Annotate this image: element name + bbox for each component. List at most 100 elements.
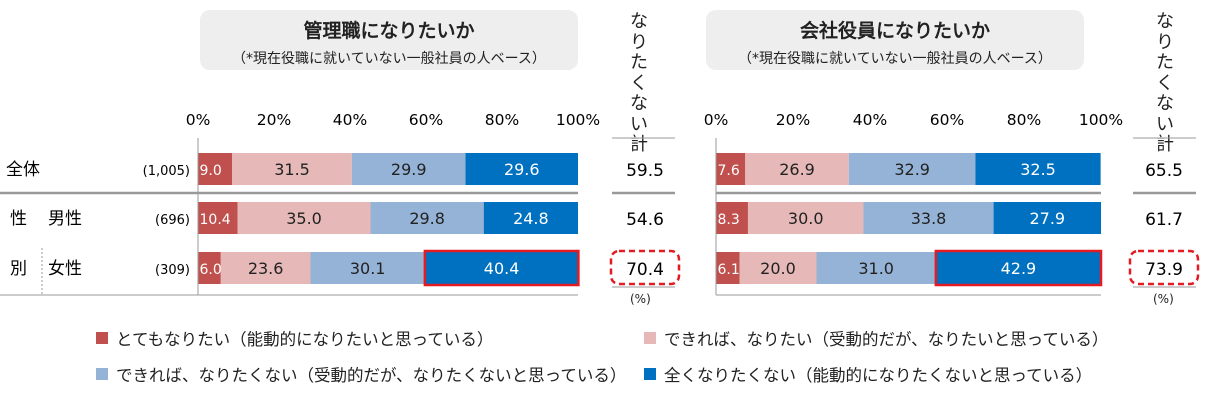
legend-label: 全くなりたくない（能動的になりたくないと思っている） [664, 366, 1093, 385]
panel-2-subtitle: （*現在役職に就いていない一般社員の人ベース） [738, 51, 1052, 67]
axis-tick-label: 20% [776, 111, 810, 129]
bar-segment [747, 202, 864, 234]
panel-2-title-box: 会社役員になりたいか （*現在役職に就いていない一般社員の人ベース） [706, 10, 1084, 70]
bar-segment [935, 252, 1101, 284]
total-value: 54.6 [626, 210, 664, 230]
panel-1-side-header: なりたくない計 [630, 11, 648, 155]
bar-segment [745, 153, 849, 185]
total-value: 65.5 [1145, 161, 1183, 181]
legend-swatch [644, 332, 656, 344]
group-label-sex: 性 [10, 209, 27, 229]
bar-segment [220, 252, 311, 284]
data-label: 9.0 [200, 163, 222, 179]
data-label: 29.6 [504, 160, 540, 179]
data-label: 7.6 [718, 163, 740, 179]
bar-segment [198, 252, 221, 284]
panel-1-title: 管理職になりたいか [303, 20, 475, 42]
data-label: 32.5 [1020, 160, 1056, 179]
bar-segment [232, 153, 352, 185]
total-value: 59.5 [626, 161, 664, 181]
data-label: 32.9 [894, 160, 930, 179]
bar-segment [310, 252, 425, 284]
legend-label: できれば、なりたい（受動的だが、なりたいと思っている） [664, 330, 1109, 349]
axis-tick-label: 40% [853, 111, 887, 129]
axis-tick-label: 80% [485, 111, 519, 129]
bar-segment [237, 202, 371, 234]
bar-segment [716, 202, 748, 234]
bar-segment [716, 153, 746, 185]
bar-segment [351, 153, 466, 185]
axis-tick-label: 20% [257, 111, 291, 129]
data-label: 27.9 [1029, 209, 1065, 228]
panel-2-title: 会社役員になりたいか [799, 20, 990, 42]
data-label: 23.6 [248, 259, 284, 278]
bar-segment [993, 202, 1101, 234]
bar-segment [198, 153, 233, 185]
data-label: 6.1 [718, 262, 740, 278]
axis-tick-label: 60% [409, 111, 443, 129]
legend-item-want-if-possible: できれば、なりたい（受動的だが、なりたいと思っている） [644, 326, 1108, 350]
data-label: 31.5 [274, 160, 310, 179]
data-label: 33.8 [911, 209, 947, 228]
data-label: 24.8 [513, 209, 549, 228]
row-n-total: (1,005) [143, 164, 190, 179]
data-label: 8.3 [718, 212, 740, 228]
bar-segment [739, 252, 817, 284]
row-n-male: (696) [155, 213, 190, 228]
highlight-total-box [609, 249, 681, 286]
legend-item-not-want-if-possible: できれば、なりたくない（受動的だが、なりたくないと思っている） [96, 362, 626, 386]
group-label-sex: 別 [10, 259, 27, 279]
data-label: 31.0 [858, 259, 894, 278]
bar-segment [863, 202, 994, 234]
bar-segment [424, 252, 579, 284]
data-label: 29.9 [391, 160, 427, 179]
row-label-female: 女性 [48, 259, 82, 279]
legend-item-very-want: とてもなりたい（能動的になりたいと思っている） [96, 326, 493, 350]
axis-tick-label: 100% [556, 111, 600, 129]
data-label: 10.4 [200, 212, 231, 228]
data-label: 20.0 [760, 259, 796, 278]
data-label: 30.0 [788, 209, 824, 228]
bar-segment [198, 202, 238, 234]
highlight-box [423, 249, 580, 287]
total-value: 61.7 [1145, 210, 1183, 230]
total-value: 70.4 [626, 260, 664, 280]
bar-segment [975, 153, 1101, 185]
axis-tick-label: 60% [930, 111, 964, 129]
panel-1-unit-note: (%) [630, 292, 651, 306]
row-n-female: (309) [155, 263, 190, 278]
bar-segment [716, 252, 740, 284]
legend-label: とてもなりたい（能動的になりたいと思っている） [116, 330, 494, 349]
axis-tick-label: 0% [704, 111, 729, 129]
data-label: 42.9 [1001, 259, 1037, 278]
bar-segment [483, 202, 578, 234]
row-label-male: 男性 [48, 209, 82, 229]
axis-tick-label: 0% [186, 111, 211, 129]
bar-segment [816, 252, 936, 284]
bar-segment [848, 153, 976, 185]
legend-label: できれば、なりたくない（受動的だが、なりたくないと思っている） [116, 366, 627, 385]
data-label: 40.4 [484, 259, 520, 278]
highlight-box [934, 249, 1103, 287]
bar-segment [370, 202, 484, 234]
row-label-total: 全体 [6, 160, 40, 180]
data-label: 29.8 [409, 209, 445, 228]
panel-1-subtitle: （*現在役職に就いていない一般社員の人ベース） [232, 51, 546, 67]
panel-1-title-box: 管理職になりたいか （*現在役職に就いていない一般社員の人ベース） [200, 10, 578, 70]
axis-tick-label: 100% [1079, 111, 1123, 129]
data-label: 26.9 [779, 160, 815, 179]
legend-swatch [96, 332, 108, 344]
bar-segment [465, 153, 578, 185]
total-value: 73.9 [1145, 260, 1183, 280]
axis-tick-label: 80% [1007, 111, 1041, 129]
axis-tick-label: 40% [333, 111, 367, 129]
data-label: 35.0 [286, 209, 322, 228]
legend-swatch [96, 368, 108, 380]
data-label: 6.0 [200, 262, 222, 278]
legend-swatch [644, 368, 656, 380]
panel-2-unit-note: (%) [1153, 292, 1174, 306]
highlight-total-box [1128, 249, 1200, 286]
panel-2-side-header: なりたくない計 [1156, 11, 1174, 155]
data-label: 30.1 [350, 259, 386, 278]
